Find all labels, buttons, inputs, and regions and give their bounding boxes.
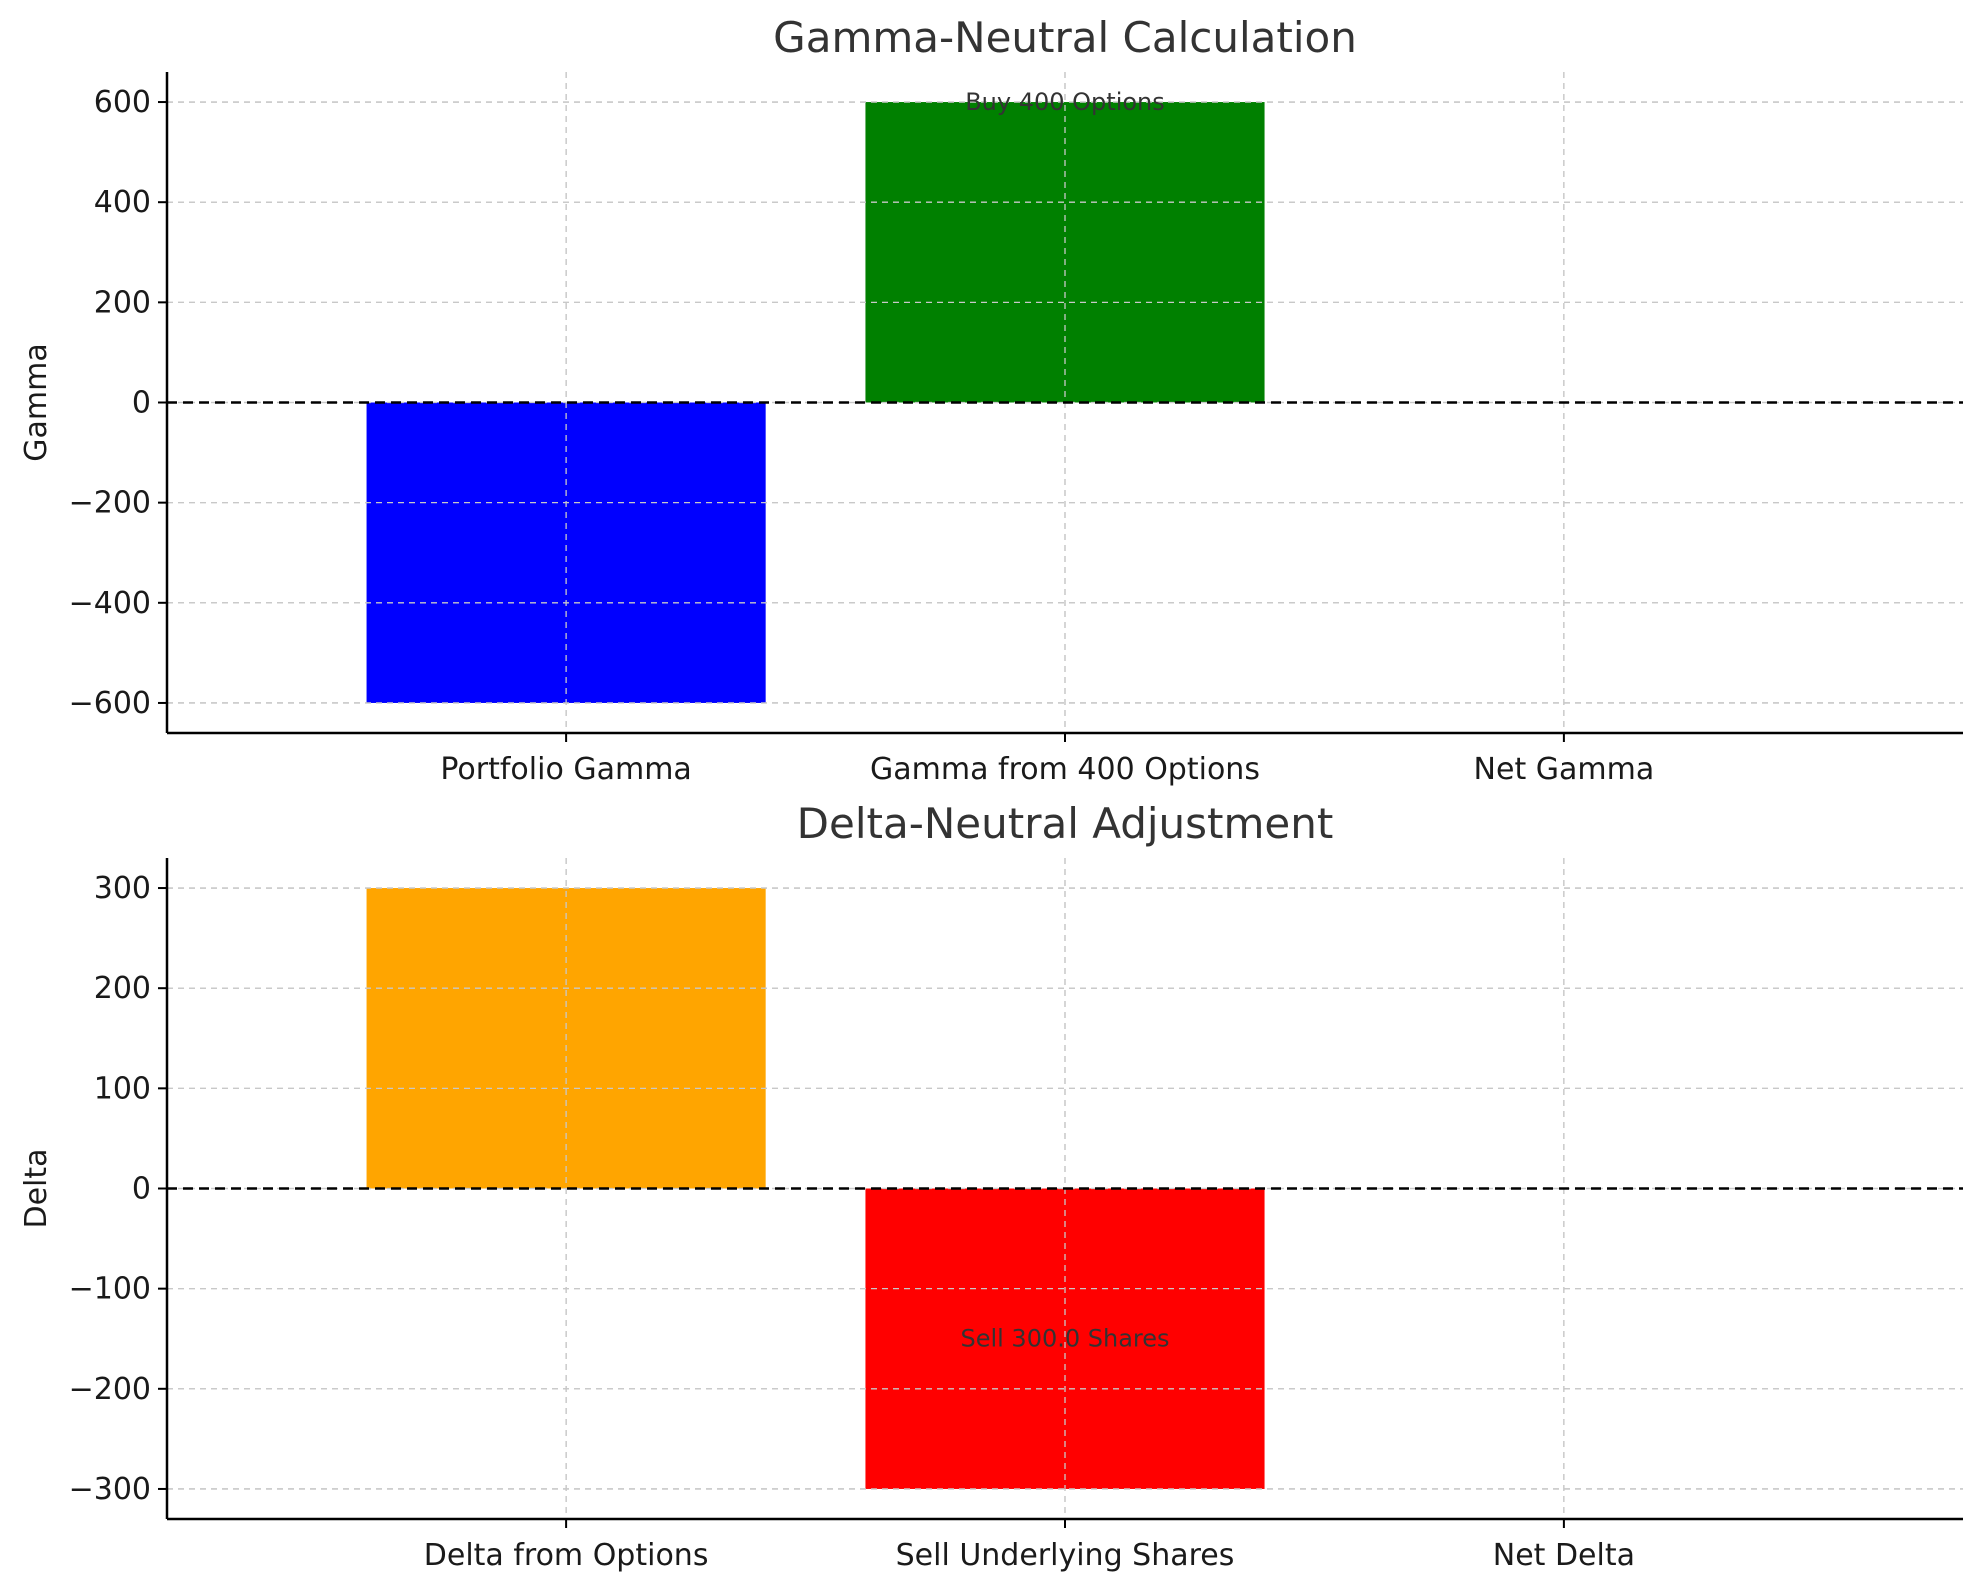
y-tick-label: −400 bbox=[69, 586, 151, 621]
y-tick-label: 300 bbox=[94, 871, 151, 906]
bar-portfolio-gamma bbox=[366, 402, 766, 703]
y-tick-label: 600 bbox=[94, 85, 151, 120]
bar-sell-underlying-shares bbox=[865, 1188, 1265, 1489]
y-tick-label: 100 bbox=[94, 1071, 151, 1106]
y-tick-label: −600 bbox=[69, 686, 151, 721]
y-tick-label: 200 bbox=[94, 971, 151, 1006]
y-tick-label: −300 bbox=[69, 1472, 151, 1507]
y-tick-label: 0 bbox=[132, 1172, 151, 1207]
chart-title: Gamma-Neutral Calculation bbox=[773, 13, 1357, 62]
bar-annotation: Buy 400 Options bbox=[965, 88, 1165, 116]
x-tick-label: Sell Underlying Shares bbox=[896, 1538, 1235, 1573]
y-tick-label: −200 bbox=[69, 486, 151, 521]
x-tick-label: Portfolio Gamma bbox=[440, 752, 691, 787]
y-tick-label: 0 bbox=[132, 386, 151, 421]
x-tick-label: Net Delta bbox=[1493, 1538, 1635, 1573]
y-tick-label: −200 bbox=[69, 1372, 151, 1407]
y-tick-label: 400 bbox=[94, 185, 151, 220]
x-tick-label: Gamma from 400 Options bbox=[870, 752, 1260, 787]
chart-panel-1: −600 −400 −200 0 200 400 600 Portfolio Gamma Gam… bbox=[19, 13, 1963, 787]
bar-annotation: Sell 300.0 Shares bbox=[960, 1325, 1169, 1353]
x-tick-label: Net Gamma bbox=[1474, 752, 1655, 787]
chart-title: Delta-Neutral Adjustment bbox=[797, 799, 1334, 848]
y-tick-label: −100 bbox=[69, 1272, 151, 1307]
y-axis-label: Delta bbox=[19, 1148, 54, 1228]
y-tick-label: 200 bbox=[94, 285, 151, 320]
y-axis-label: Gamma bbox=[19, 343, 54, 461]
chart-panel-2: −300 −200 −100 0 100 200 300 Delta from Options… bbox=[19, 799, 1963, 1573]
x-tick-label: Delta from Options bbox=[424, 1538, 709, 1573]
